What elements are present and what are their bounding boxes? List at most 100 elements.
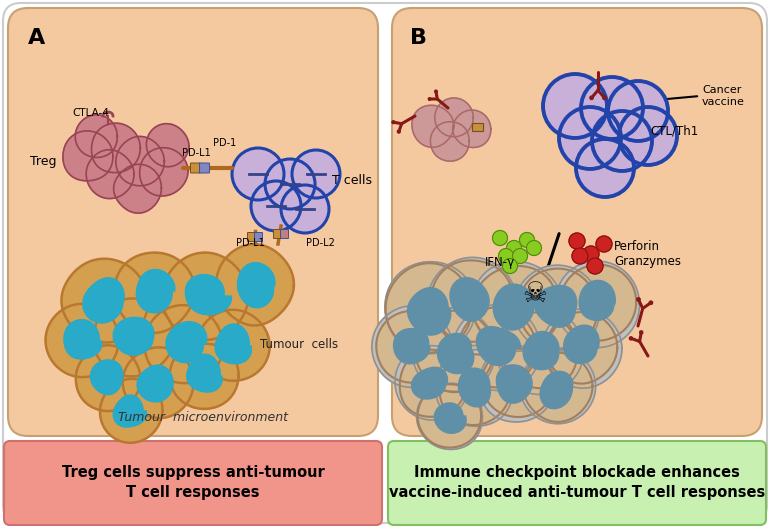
Circle shape xyxy=(265,159,315,209)
Text: IFN-γ: IFN-γ xyxy=(485,256,515,269)
Circle shape xyxy=(507,240,521,256)
Polygon shape xyxy=(116,136,164,186)
Polygon shape xyxy=(428,257,516,346)
Polygon shape xyxy=(415,311,494,392)
Polygon shape xyxy=(393,329,430,364)
Circle shape xyxy=(569,233,585,249)
Polygon shape xyxy=(453,110,490,147)
Polygon shape xyxy=(100,379,162,443)
Polygon shape xyxy=(45,304,119,377)
Polygon shape xyxy=(395,346,469,420)
Circle shape xyxy=(559,107,621,169)
Polygon shape xyxy=(453,305,541,390)
Polygon shape xyxy=(386,263,472,352)
Circle shape xyxy=(513,248,527,264)
Polygon shape xyxy=(145,305,223,383)
Circle shape xyxy=(543,74,607,138)
Text: T cells: T cells xyxy=(332,174,372,187)
Circle shape xyxy=(281,185,329,233)
Circle shape xyxy=(498,248,514,264)
Circle shape xyxy=(292,150,340,198)
FancyBboxPatch shape xyxy=(280,229,289,238)
Text: A: A xyxy=(28,28,45,48)
Polygon shape xyxy=(579,280,615,320)
Polygon shape xyxy=(92,123,140,173)
Text: Tumour  microenvironment: Tumour microenvironment xyxy=(118,411,288,424)
Polygon shape xyxy=(514,265,600,351)
Polygon shape xyxy=(64,320,102,359)
FancyBboxPatch shape xyxy=(199,163,209,173)
Circle shape xyxy=(596,236,612,252)
FancyBboxPatch shape xyxy=(190,163,200,173)
Polygon shape xyxy=(63,131,113,181)
Polygon shape xyxy=(555,261,639,348)
Text: PD-L2: PD-L2 xyxy=(306,238,335,248)
Polygon shape xyxy=(501,312,578,388)
Polygon shape xyxy=(458,307,537,388)
Circle shape xyxy=(232,148,284,200)
Polygon shape xyxy=(437,333,474,373)
Polygon shape xyxy=(186,275,232,315)
Polygon shape xyxy=(197,310,270,381)
Text: PD-L1: PD-L1 xyxy=(182,148,210,158)
Text: Tumour  cells: Tumour cells xyxy=(260,338,338,351)
Polygon shape xyxy=(407,288,450,335)
Polygon shape xyxy=(434,403,466,433)
Circle shape xyxy=(581,77,643,139)
Polygon shape xyxy=(216,244,294,326)
Polygon shape xyxy=(400,350,466,417)
Text: ☠: ☠ xyxy=(523,280,547,308)
Polygon shape xyxy=(524,331,559,370)
Circle shape xyxy=(608,81,668,141)
Polygon shape xyxy=(480,346,555,422)
Polygon shape xyxy=(86,150,134,199)
Polygon shape xyxy=(385,262,476,354)
Circle shape xyxy=(637,298,640,301)
Circle shape xyxy=(576,139,634,197)
Circle shape xyxy=(435,90,437,93)
Polygon shape xyxy=(413,308,495,391)
Polygon shape xyxy=(440,355,511,425)
Polygon shape xyxy=(115,252,195,333)
Text: vaccine-induced anti-tumour T cell responses: vaccine-induced anti-tumour T cell respo… xyxy=(389,485,765,501)
Circle shape xyxy=(392,121,395,124)
Text: Treg cells suppress anti-tumour: Treg cells suppress anti-tumour xyxy=(62,464,324,480)
Polygon shape xyxy=(458,368,490,407)
Polygon shape xyxy=(113,317,154,355)
Polygon shape xyxy=(494,284,536,330)
Circle shape xyxy=(619,107,677,165)
Polygon shape xyxy=(560,265,636,341)
Polygon shape xyxy=(83,278,124,323)
Circle shape xyxy=(592,111,652,171)
Text: PD-1: PD-1 xyxy=(213,138,236,148)
Circle shape xyxy=(503,258,517,274)
Polygon shape xyxy=(431,260,514,342)
Polygon shape xyxy=(166,322,206,362)
Polygon shape xyxy=(113,395,146,427)
FancyBboxPatch shape xyxy=(247,232,256,241)
Circle shape xyxy=(649,301,653,305)
Circle shape xyxy=(629,337,632,340)
FancyBboxPatch shape xyxy=(4,441,382,525)
Polygon shape xyxy=(450,278,489,321)
Circle shape xyxy=(640,331,643,334)
Text: B: B xyxy=(410,28,427,48)
Circle shape xyxy=(572,248,588,264)
Polygon shape xyxy=(417,384,481,448)
Polygon shape xyxy=(412,105,454,147)
Polygon shape xyxy=(482,348,553,417)
Text: Perforin
Granzymes: Perforin Granzymes xyxy=(614,240,681,268)
Circle shape xyxy=(520,232,534,248)
Polygon shape xyxy=(417,383,482,449)
Circle shape xyxy=(527,240,541,256)
Polygon shape xyxy=(541,371,573,409)
Polygon shape xyxy=(472,266,558,349)
Text: Treg: Treg xyxy=(30,155,56,167)
Polygon shape xyxy=(139,148,188,196)
Polygon shape xyxy=(430,122,469,161)
Polygon shape xyxy=(519,269,597,349)
Text: Immune checkpoint blockade enhances: Immune checkpoint blockade enhances xyxy=(414,464,740,480)
Text: Cancer
vaccine: Cancer vaccine xyxy=(702,85,745,107)
Polygon shape xyxy=(472,261,562,351)
Polygon shape xyxy=(187,354,223,392)
